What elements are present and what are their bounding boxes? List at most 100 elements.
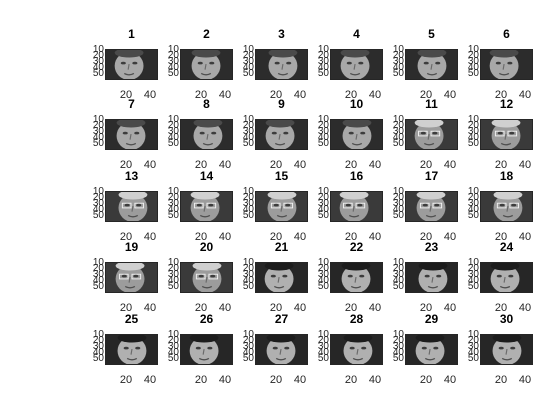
y-tick-label: 50 xyxy=(242,353,254,364)
face-subplot: 20 10 20 30 40 50 20 40 xyxy=(158,240,233,314)
y-tick-label: 30 xyxy=(392,341,404,352)
x-tick-label: 20 xyxy=(419,89,433,101)
x-tick-label: 40 xyxy=(293,302,307,314)
subplot-title: 5 xyxy=(428,27,435,41)
subplot-title: 23 xyxy=(424,240,439,254)
y-tick-label: 20 xyxy=(242,335,254,346)
y-tick-label: 10 xyxy=(242,186,254,197)
face-image xyxy=(480,334,533,365)
y-tick-label: 50 xyxy=(92,210,104,221)
y-tick-label: 30 xyxy=(167,126,179,137)
x-tick-label: 20 xyxy=(194,374,208,386)
x-tick-label: 20 xyxy=(269,89,283,101)
x-tick-label: 40 xyxy=(518,159,532,171)
x-tick-label: 40 xyxy=(368,231,382,243)
y-tick-label: 40 xyxy=(92,347,104,358)
y-tick-label: 40 xyxy=(242,275,254,286)
y-tick-label: 50 xyxy=(242,138,254,149)
y-tick-label: 30 xyxy=(242,269,254,280)
face-subplot: 6 10 20 30 40 50 20 40 xyxy=(458,27,533,101)
y-tick-label: 30 xyxy=(167,341,179,352)
x-tick-label: 40 xyxy=(143,302,157,314)
y-tick-label: 50 xyxy=(167,210,179,221)
x-tick-label: 20 xyxy=(269,302,283,314)
face-subplot: 27 10 20 30 40 50 20 40 xyxy=(233,312,308,386)
x-tick-label: 40 xyxy=(218,89,232,101)
face-subplot: 13 10 20 30 40 50 20 40 xyxy=(83,169,158,243)
y-tick-label: 20 xyxy=(392,263,404,274)
x-tick-label: 40 xyxy=(368,159,382,171)
face-image xyxy=(480,49,533,80)
y-tick-label: 20 xyxy=(167,192,179,203)
subplot-title: 19 xyxy=(124,240,139,254)
x-tick-label: 40 xyxy=(443,89,457,101)
y-tick-label: 10 xyxy=(467,44,479,55)
y-tick-label: 50 xyxy=(392,281,404,292)
face-subplot: 7 10 20 30 40 50 20 40 xyxy=(83,97,158,171)
x-tick-label: 20 xyxy=(419,302,433,314)
y-tick-label: 20 xyxy=(92,263,104,274)
subplot-title: 10 xyxy=(349,97,364,111)
y-tick-label: 20 xyxy=(92,335,104,346)
face-subplot: 25 10 20 30 40 50 20 40 xyxy=(83,312,158,386)
y-tick-label: 10 xyxy=(92,186,104,197)
y-tick-label: 10 xyxy=(167,257,179,268)
subplot-title: 3 xyxy=(278,27,285,41)
x-tick-label: 20 xyxy=(269,159,283,171)
x-tick-label: 20 xyxy=(194,89,208,101)
y-tick-label: 40 xyxy=(467,275,479,286)
y-tick-label: 40 xyxy=(167,347,179,358)
face-image xyxy=(330,119,383,150)
y-tick-label: 50 xyxy=(242,210,254,221)
y-tick-label: 50 xyxy=(92,138,104,149)
y-tick-label: 50 xyxy=(242,281,254,292)
x-tick-label: 20 xyxy=(344,302,358,314)
y-tick-label: 30 xyxy=(392,198,404,209)
y-tick-label: 40 xyxy=(242,204,254,215)
subplot-title: 1 xyxy=(128,27,135,41)
y-tick-label: 30 xyxy=(92,198,104,209)
subplot-title: 28 xyxy=(349,312,364,326)
y-tick-label: 40 xyxy=(467,62,479,73)
x-tick-label: 40 xyxy=(143,374,157,386)
x-tick-label: 40 xyxy=(443,302,457,314)
x-tick-label: 40 xyxy=(368,302,382,314)
y-tick-label: 50 xyxy=(167,281,179,292)
x-tick-label: 40 xyxy=(368,374,382,386)
y-tick-label: 20 xyxy=(242,120,254,131)
x-tick-label: 40 xyxy=(143,231,157,243)
y-tick-label: 50 xyxy=(92,68,104,79)
y-tick-label: 40 xyxy=(392,132,404,143)
y-tick-label: 30 xyxy=(392,56,404,67)
subplot-title: 22 xyxy=(349,240,364,254)
y-tick-label: 10 xyxy=(467,114,479,125)
x-tick-label: 20 xyxy=(269,231,283,243)
y-tick-label: 10 xyxy=(317,114,329,125)
y-tick-label: 20 xyxy=(167,120,179,131)
face-image xyxy=(330,334,383,365)
y-tick-label: 30 xyxy=(317,56,329,67)
y-tick-label: 50 xyxy=(167,68,179,79)
x-tick-label: 40 xyxy=(218,302,232,314)
face-subplot: 1 10 20 30 40 50 20 40 xyxy=(83,27,158,101)
y-tick-label: 50 xyxy=(392,353,404,364)
x-tick-label: 20 xyxy=(344,231,358,243)
y-tick-label: 40 xyxy=(317,62,329,73)
y-tick-label: 30 xyxy=(92,269,104,280)
x-tick-label: 20 xyxy=(119,231,133,243)
y-tick-label: 40 xyxy=(317,204,329,215)
x-tick-label: 40 xyxy=(293,159,307,171)
subplot-title: 2 xyxy=(203,27,210,41)
y-tick-label: 20 xyxy=(392,50,404,61)
y-tick-label: 20 xyxy=(317,335,329,346)
x-tick-label: 40 xyxy=(518,231,532,243)
x-tick-label: 40 xyxy=(218,231,232,243)
subplot-title: 6 xyxy=(503,27,510,41)
y-tick-label: 30 xyxy=(467,341,479,352)
subplot-title: 4 xyxy=(353,27,360,41)
y-tick-label: 30 xyxy=(167,56,179,67)
face-image xyxy=(330,191,383,222)
y-tick-label: 40 xyxy=(92,204,104,215)
y-tick-label: 20 xyxy=(242,263,254,274)
face-image xyxy=(105,334,158,365)
